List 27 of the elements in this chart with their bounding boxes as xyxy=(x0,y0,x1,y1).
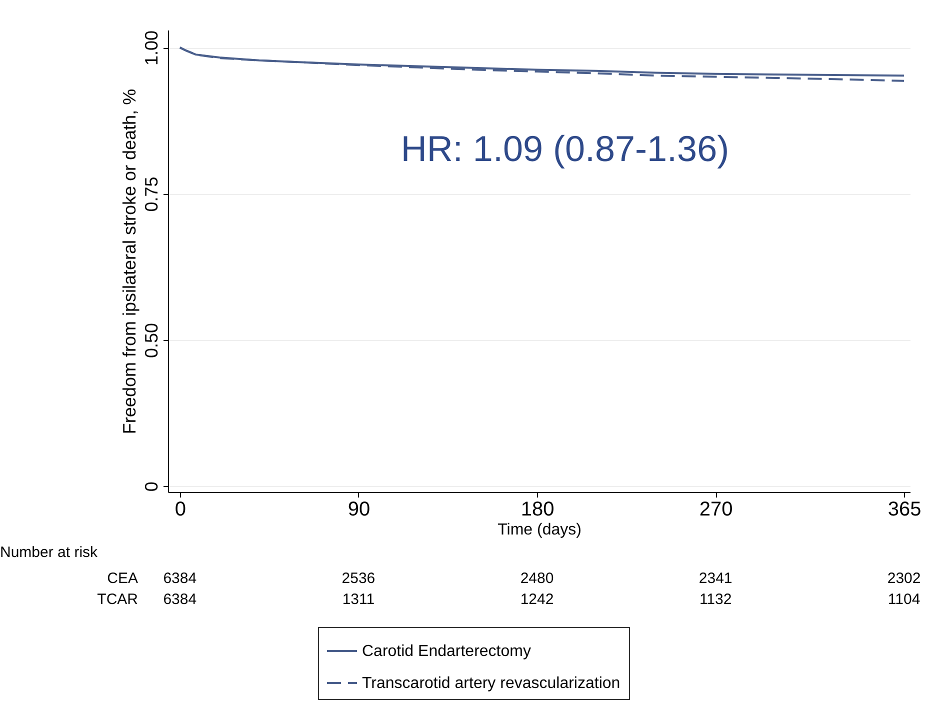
text: 6384 xyxy=(163,591,197,608)
text: 2302 xyxy=(887,570,921,587)
y-tick-label: 1.00 xyxy=(142,30,162,66)
text: TCAR xyxy=(97,591,138,608)
x-tick-label: 270 xyxy=(699,498,733,520)
annotation: HR: 1.09 (0.87-1.36) xyxy=(400,128,730,169)
x-tick-label: 90 xyxy=(348,498,370,520)
text: 2536 xyxy=(342,570,376,587)
y-tick-label: 0 xyxy=(142,482,162,492)
y-tick-label: 0.50 xyxy=(142,322,162,358)
x-axis-title: Time (days) xyxy=(498,522,582,538)
legend-label: Transcarotid artery revascularization xyxy=(362,675,620,692)
y-tick-label: 0.75 xyxy=(142,176,162,212)
text: 1242 xyxy=(520,591,554,608)
x-tick-label: 365 xyxy=(888,498,922,520)
text: 6384 xyxy=(163,570,197,587)
text: 1104 xyxy=(888,591,920,608)
legend-label: Carotid Endarterectomy xyxy=(362,643,531,660)
text: 2480 xyxy=(520,570,554,587)
text: 1311 xyxy=(342,591,375,608)
text: CEA xyxy=(107,570,138,587)
text: 2341 xyxy=(698,570,732,587)
x-tick-label: 0 xyxy=(174,498,186,520)
text: Number at risk xyxy=(0,544,98,561)
text: 1132 xyxy=(699,591,732,608)
y-axis-title: Freedom from ipsilateral stroke or death, % xyxy=(120,88,140,434)
x-tick-label: 180 xyxy=(520,498,554,520)
